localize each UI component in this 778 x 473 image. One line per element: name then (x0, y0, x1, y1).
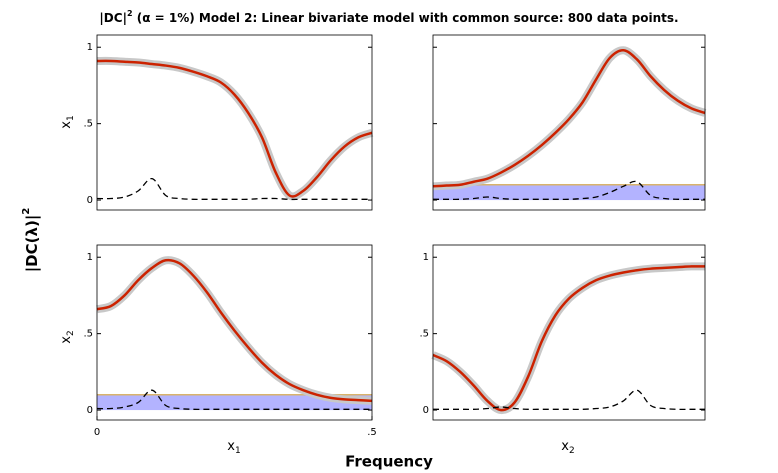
threshold-region (433, 184, 705, 201)
panel-label: x2 (59, 330, 76, 343)
ylabel-sup: 2 (21, 208, 32, 215)
label-sub: 1 (235, 446, 241, 456)
dc-curve (96, 258, 373, 403)
label-base: x (59, 336, 74, 344)
panel-label: x1 (59, 115, 76, 128)
panel-label: x1 (227, 439, 240, 456)
x-axis-label: Frequency (345, 453, 433, 471)
y-tick-label: .5 (419, 329, 429, 340)
title-sup: 2 (127, 9, 133, 18)
panel-label: x2 (561, 439, 574, 456)
threshold-curve (433, 389, 705, 411)
title-rest: (α = 1%) Model 2: Linear bivariate model… (133, 11, 679, 25)
y-tick-label: 0 (87, 405, 93, 416)
label-base: x (561, 439, 569, 454)
y-tick-label: .5 (83, 119, 93, 130)
y-tick-label: 1 (87, 42, 93, 53)
threshold-curve (433, 180, 705, 201)
plot-frame (96, 34, 373, 211)
threshold-curve (96, 178, 372, 201)
label-base: x (227, 439, 235, 454)
y-tick-label: 0 (423, 405, 429, 416)
plot-frame (96, 244, 373, 421)
label-sub: 2 (66, 330, 76, 336)
y-axis-label: |DC(λ)|2 (21, 208, 42, 273)
dc-curve (96, 59, 373, 198)
y-tick-label: 0 (87, 195, 93, 206)
figure-title: |DC|2 (α = 1%) Model 2: Linear bivariate… (99, 9, 678, 25)
x-tick-label: 0 (94, 427, 100, 438)
dc-curve (432, 265, 706, 412)
plot-frame (432, 34, 706, 211)
title-base: |DC| (99, 11, 127, 25)
label-sub: 2 (569, 446, 575, 456)
dc-curve (432, 49, 706, 188)
x-tick-label: .5 (367, 427, 377, 438)
label-sub: 1 (66, 115, 76, 121)
threshold-curve (96, 389, 372, 411)
plot-frame (432, 244, 706, 421)
label-base: x (59, 121, 74, 129)
y-tick-label: .5 (83, 329, 93, 340)
y-tick-label: 1 (423, 252, 429, 263)
y-tick-label: 1 (87, 252, 93, 263)
ylabel-base: |DC(λ)| (23, 215, 42, 273)
